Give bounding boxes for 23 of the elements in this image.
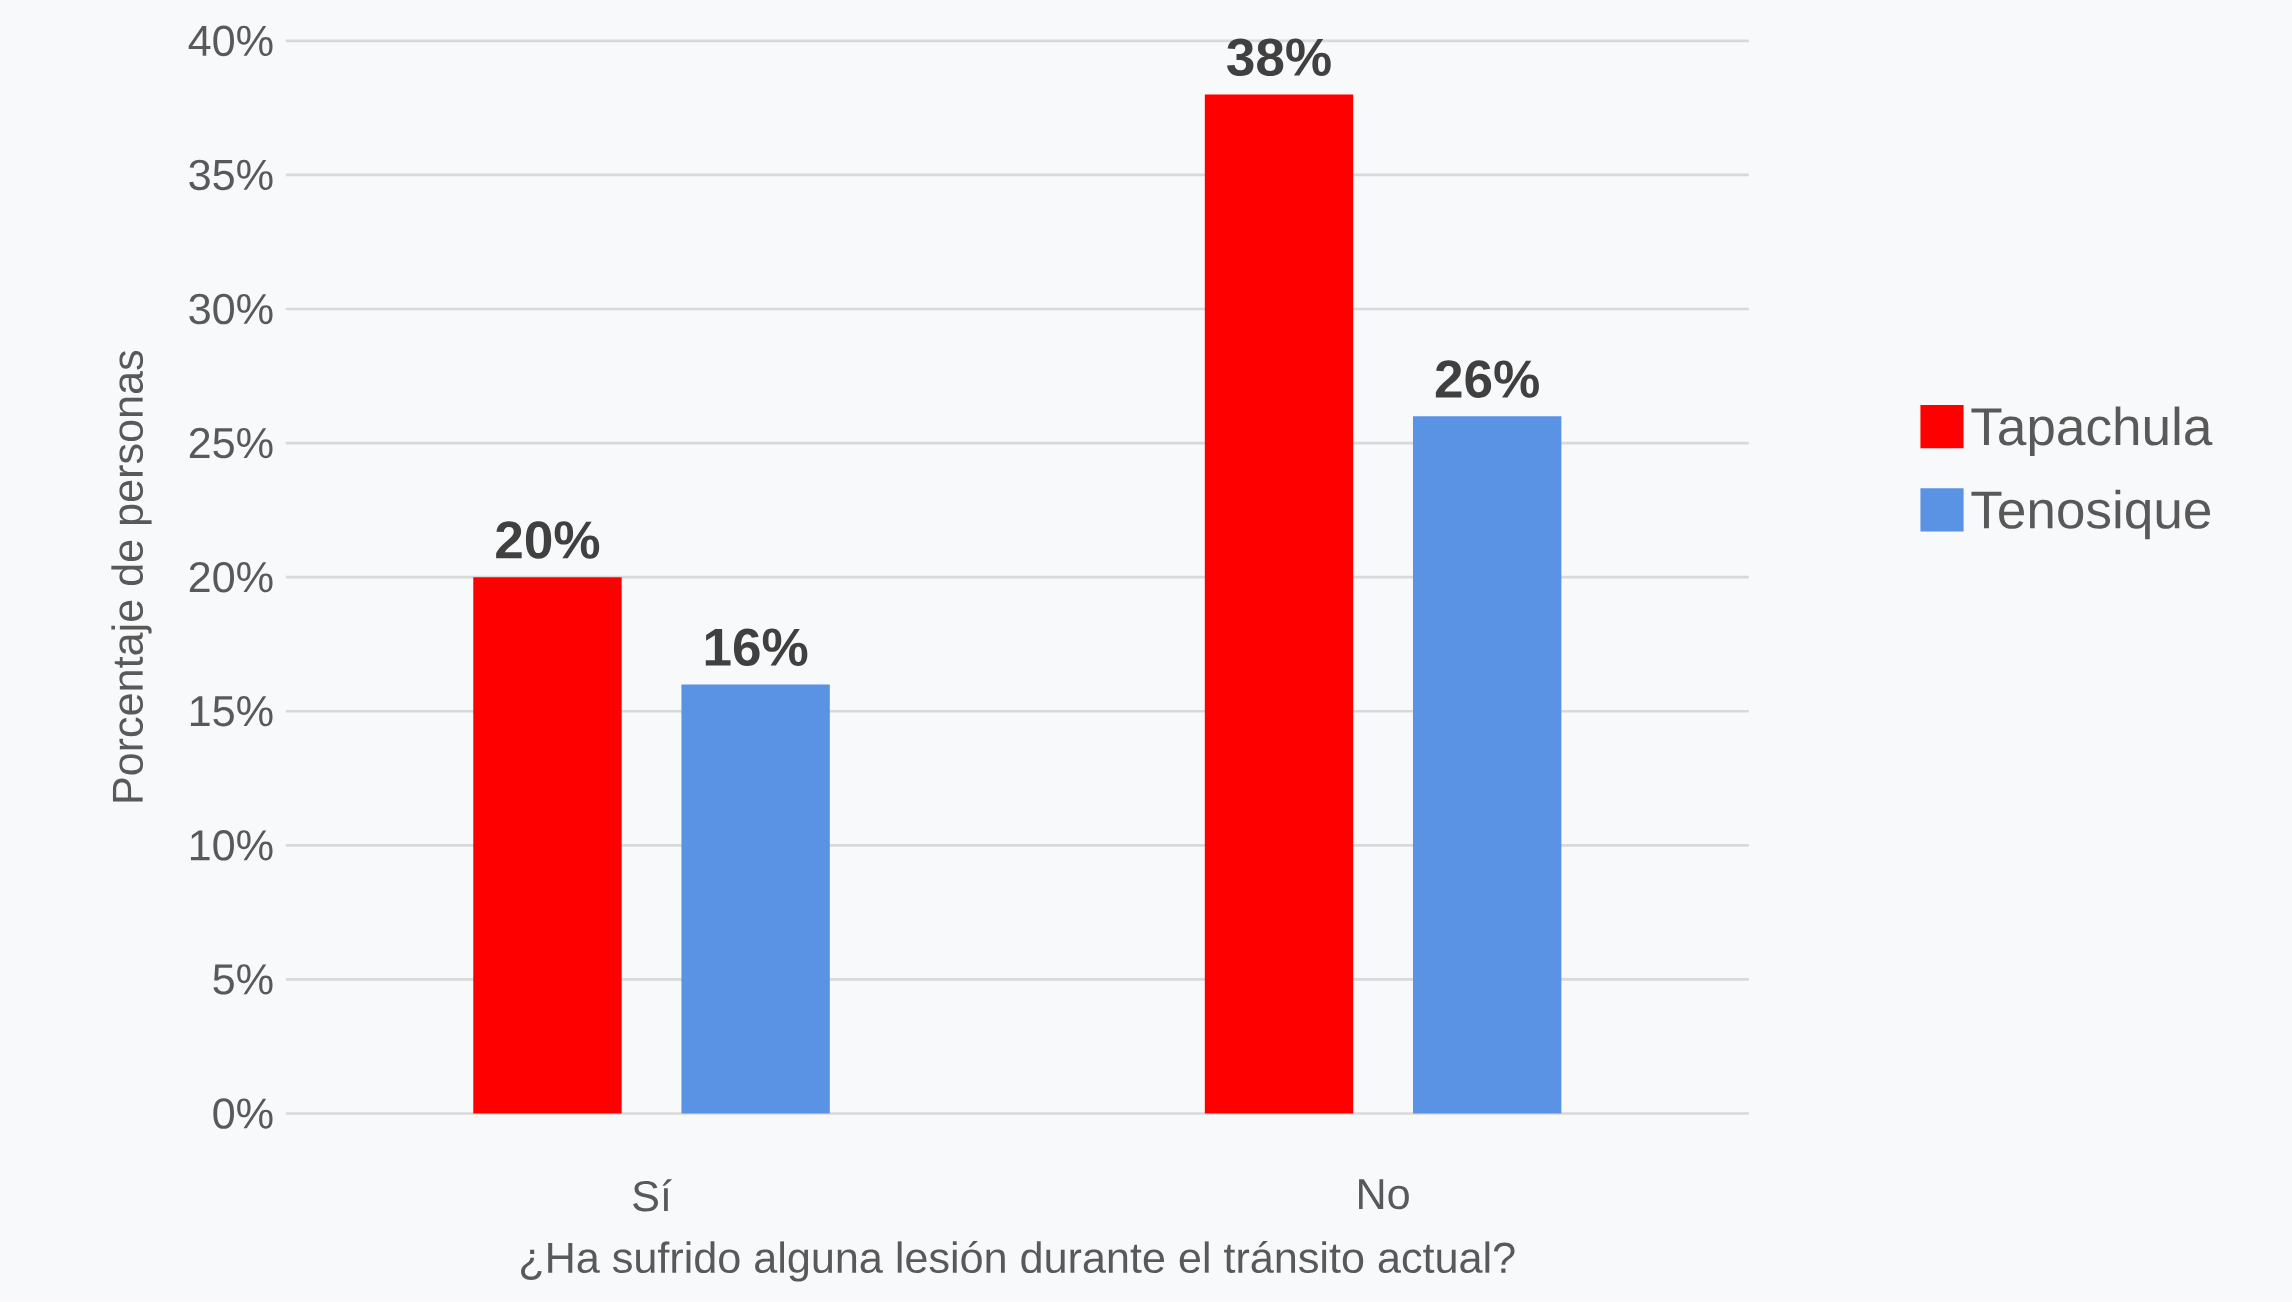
legend-label: Tapachula bbox=[1971, 406, 2213, 457]
bar bbox=[473, 577, 622, 1114]
legend-label: Tenosique bbox=[1971, 489, 2211, 540]
data-label: 38% bbox=[1227, 38, 1331, 77]
bar bbox=[1412, 416, 1562, 1114]
x-tick-label: Sí bbox=[633, 1179, 672, 1212]
y-tick-label: 35% bbox=[189, 159, 273, 191]
y-tick-label: 30% bbox=[189, 293, 273, 325]
data-label: 26% bbox=[1435, 360, 1539, 399]
data-label: 16% bbox=[705, 628, 808, 667]
y-tick-label: 25% bbox=[189, 427, 273, 459]
y-tick-label: 10% bbox=[190, 830, 273, 861]
y-tick-label: 15% bbox=[190, 696, 273, 727]
bar bbox=[681, 684, 830, 1114]
bar bbox=[1204, 94, 1354, 1114]
y-tick-label: 20% bbox=[189, 562, 273, 593]
x-tick-label: No bbox=[1359, 1179, 1409, 1210]
y-tick-label: 0% bbox=[213, 1098, 273, 1129]
data-label: 20% bbox=[496, 521, 600, 559]
y-tick-label: 40% bbox=[188, 25, 273, 57]
y-tick-label: 5% bbox=[213, 964, 273, 995]
x-axis-title: ¿Ha sufrido alguna lesión durante el tránsito actual? bbox=[521, 1241, 1515, 1282]
y-axis-title: Porcentaje de personas bbox=[111, 351, 152, 802]
